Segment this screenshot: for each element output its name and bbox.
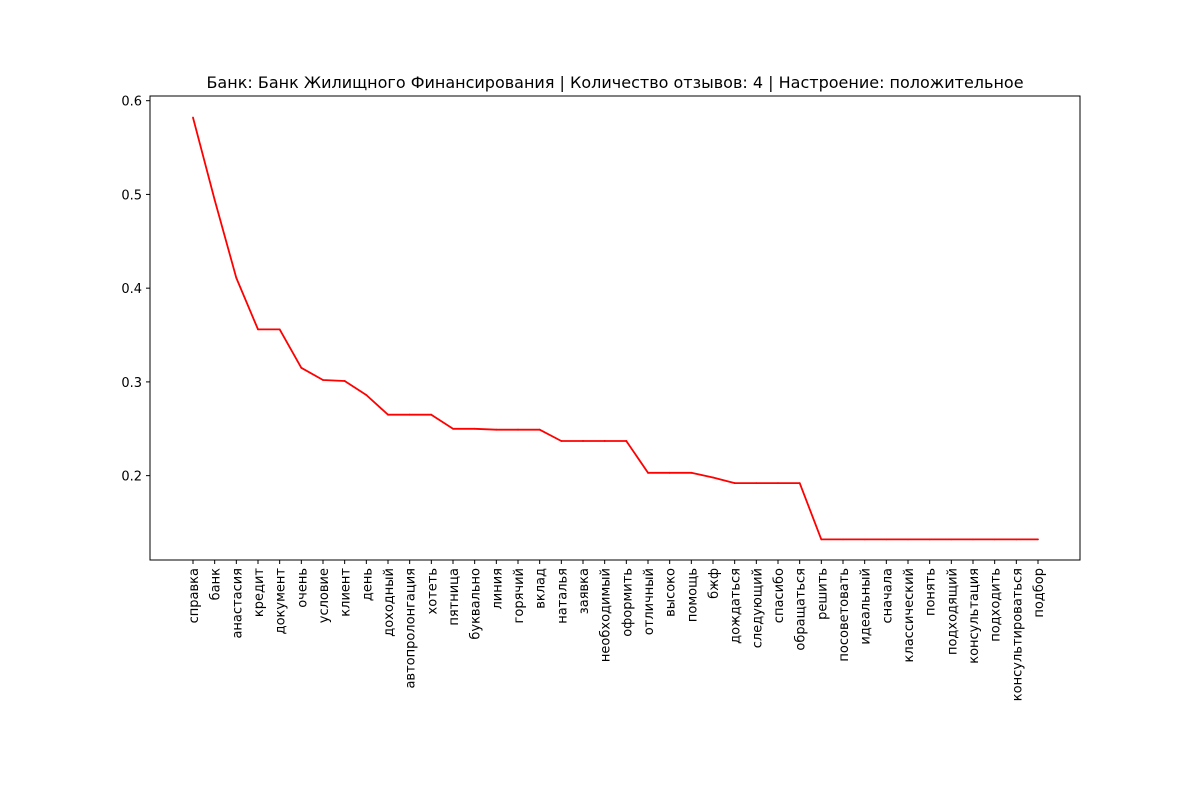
data-point [560,440,563,442]
x-tick-label: обращаться [794,568,809,651]
data-point [690,471,693,474]
x-tick-label: банк [209,568,224,600]
x-tick-label: классический [902,568,917,662]
x-tick-label: доходный [382,568,397,637]
data-point [430,413,433,416]
data-point [950,538,953,541]
data-point [452,427,454,430]
x-tick-label: необходимый [599,568,614,662]
data-point [647,471,649,474]
x-tick-label: решить [815,568,830,620]
x-tick-label: наталья [555,568,570,624]
x-tick-label: пятница [447,568,462,626]
x-tick-label: хотеть [425,568,440,614]
data-point [582,440,584,442]
y-tick-label: 0.4 [121,282,142,297]
x-tick-label: подбор [1032,568,1047,618]
y-tick-label: 0.5 [121,188,142,203]
x-tick-label: идеальный [859,568,874,645]
x-tick-label: вклад [534,568,549,609]
data-point [603,440,606,442]
x-tick-label: консультация [967,568,982,664]
data-point [712,476,714,479]
x-tick-label: день [360,568,375,601]
data-point [235,276,238,279]
data-point [798,482,801,485]
data-point [863,538,866,541]
x-tick-label: клиент [339,568,354,617]
x-tick-label: оформить [620,568,635,637]
x-tick-label: отличный [642,568,657,635]
x-tick-label: условие [317,568,332,623]
x-tick-label: дождаться [729,568,744,644]
data-point [278,328,281,331]
plot-area: 0.2 0.3 0.4 0.5 0.6 справка банк анастасия креди… [121,95,1047,702]
x-tick-label: линия [490,568,505,610]
x-tick-label: автопролонгация [404,568,419,689]
data-point [777,482,779,485]
y-tick-label: 0.2 [121,470,142,485]
data-point [625,440,628,442]
x-tick-label: заявка [577,568,592,614]
data-point [842,538,844,541]
x-tick-label: спасибо [772,568,787,623]
data-point [820,538,823,541]
data-point [257,328,259,331]
y-tick-label: 0.6 [121,95,142,110]
data-point [885,538,888,541]
data-point [343,380,346,382]
x-tick-label: кредит [252,568,267,618]
x-tick-label: документ [274,568,289,635]
x-tick-label: горячий [512,568,527,623]
x-tick-label: понять [924,568,939,616]
x-tick-label: буквально [469,568,484,640]
x-tick-label: посоветовать [837,568,852,662]
x-tick-label: подходящий [945,568,960,655]
y-tick-label: 0.3 [121,376,142,391]
x-tick-label: анастасия [230,568,245,639]
data-point [538,428,541,431]
x-tick-label: подходить [989,568,1004,642]
data-point [300,366,303,369]
data-point [408,413,411,416]
x-tick-label: справка [187,568,202,623]
x-tick-label: очень [295,568,310,608]
data-point [907,538,909,541]
data-point [993,538,996,541]
x-tick-label: высоко [664,568,679,617]
x-tick-label: сначала [880,568,895,624]
x-tick-label: следующий [750,568,765,648]
data-point [517,428,519,431]
data-point [192,116,194,119]
data-point [495,428,498,431]
x-tick-label: помощь [685,568,700,622]
data-point [972,538,974,541]
data-point [733,482,736,485]
data-point [755,482,758,485]
data-point [365,394,368,396]
chart-title: Банк: Банк Жилищного Финансирования | Ко… [206,73,1023,92]
data-point [473,427,476,430]
x-tick-label: бжф [707,568,722,599]
data-point [668,471,671,474]
data-point [322,379,324,381]
data-point [928,538,931,541]
data-point [1037,538,1039,541]
data-point [387,413,389,416]
series-line [192,117,1038,541]
x-tick-label: консультироваться [1010,568,1025,701]
axes-frame [149,95,1081,561]
data-point [213,199,216,201]
data-point [1015,538,1018,541]
